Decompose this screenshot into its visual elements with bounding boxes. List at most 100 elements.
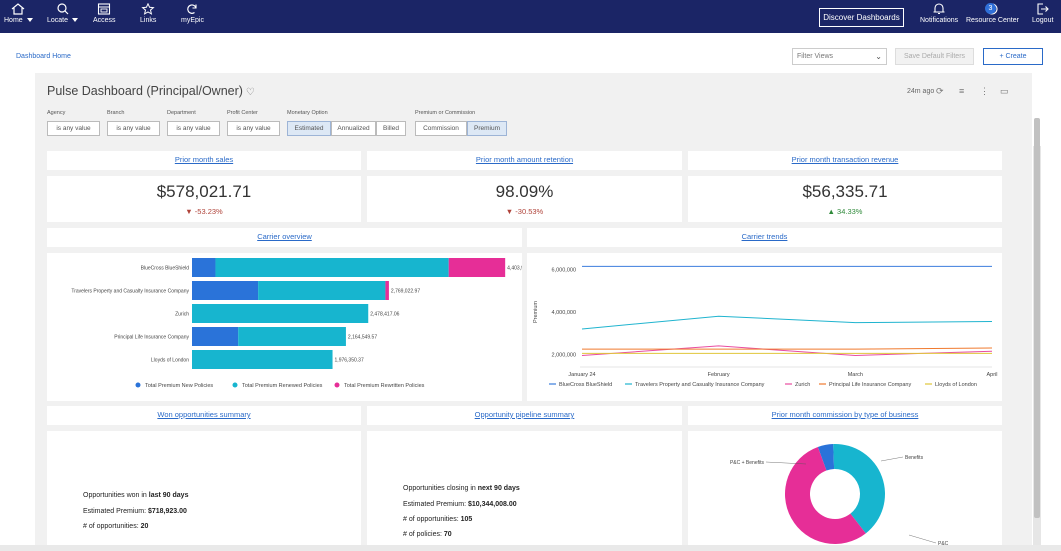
monetary-billed-toggle[interactable]: Billed — [376, 121, 406, 136]
pipeline-policies-label: # of policies: — [403, 531, 444, 538]
nav-home[interactable]: Home — [4, 3, 33, 24]
dashboard-title-text: Pulse Dashboard (Principal/Owner) — [47, 84, 243, 98]
nav-myepic[interactable]: myEpic — [181, 3, 204, 24]
bar-segment — [238, 327, 346, 346]
folder-icon[interactable]: ▭ — [1000, 86, 1009, 96]
bar-category-label: Principal Life Insurance Company — [114, 335, 189, 341]
dashboard-title: Pulse Dashboard (Principal/Owner) ♡ — [47, 84, 255, 98]
pipeline-count-label: # of opportunities: — [403, 516, 461, 523]
kpi-retention-title[interactable]: Prior month amount retention — [475, 155, 574, 164]
bell-icon — [933, 3, 945, 15]
nav-myepic-label: myEpic — [181, 17, 204, 24]
kpi-sales-header: Prior month sales — [47, 151, 361, 170]
slice-leader-line — [765, 461, 807, 465]
nav-home-label: Home — [4, 17, 23, 24]
x-tick-label: April — [986, 372, 997, 378]
premium-toggle[interactable]: Premium — [467, 121, 507, 136]
nav-links-label: Links — [140, 17, 157, 24]
heart-icon[interactable]: ♡ — [245, 87, 255, 98]
filter-views-select[interactable]: Filter Views ⌄ — [792, 48, 887, 65]
carrier-trends-header: Carrier trends — [527, 228, 1002, 247]
pipeline-period-line: Opportunities closing in next 90 days — [403, 485, 520, 492]
pipeline-count-line: # of opportunities: 105 — [403, 516, 472, 523]
bottom-strip — [0, 545, 1061, 551]
nav-locate-label: Locate — [47, 17, 69, 24]
won-summary-title[interactable]: Won opportunities summary — [157, 410, 251, 419]
bar-segment — [192, 327, 239, 346]
pipeline-premium-value: $10,344,008.00 — [467, 501, 517, 508]
slice-label: P&C + Benefits — [730, 460, 765, 466]
filter-agency-label: Agency — [47, 110, 66, 116]
legend-marker — [334, 382, 340, 388]
pipeline-period-prefix: Opportunities closing in — [403, 485, 478, 492]
x-tick-label: February — [708, 372, 730, 378]
x-tick-label: January 24 — [568, 372, 595, 378]
won-summary-header: Won opportunities summary — [47, 406, 361, 425]
carrier-trends-title[interactable]: Carrier trends — [741, 232, 788, 241]
nav-links[interactable]: Links — [140, 3, 156, 24]
nav-access[interactable]: Access — [93, 3, 116, 24]
kpi-revenue-header: Prior month transaction revenue — [688, 151, 1002, 170]
bar-segment — [258, 281, 386, 300]
legend-label: Travelers Property and Casualty Insuranc… — [635, 382, 765, 388]
more-options-icon[interactable]: ⋮ — [980, 86, 989, 96]
kpi-revenue-card: $56,335.71 ▲ 34.33% — [688, 176, 1002, 222]
legend-label: Zurich — [795, 382, 810, 388]
scrollbar-thumb[interactable] — [1034, 118, 1040, 518]
bar-segment — [215, 258, 449, 277]
discover-dashboards-button[interactable]: Discover Dashboards — [819, 8, 904, 27]
y-tick-label: 2,000,000 — [552, 352, 576, 358]
nav-logout[interactable]: Logout — [1032, 3, 1053, 24]
refresh-icon[interactable]: ⟳ — [936, 86, 944, 96]
kpi-retention-value: 98.09% — [495, 182, 554, 201]
donut-slice — [785, 447, 866, 544]
monetary-annualized-toggle[interactable]: Annualized — [331, 121, 376, 136]
page-body: Dashboard Home Filter Views ⌄ Save Defau… — [0, 33, 1061, 551]
kpi-revenue-value: $56,335.71 — [802, 182, 888, 201]
commission-toggle[interactable]: Commission — [415, 121, 467, 136]
nav-notifications[interactable]: Notifications — [920, 3, 958, 24]
nav-resource-center[interactable]: ? 3 Resource Center — [966, 3, 1019, 24]
pipeline-policies-line: # of policies: 70 — [403, 531, 452, 538]
filter-branch-input[interactable]: is any value — [107, 121, 160, 136]
carrier-overview-title[interactable]: Carrier overview — [257, 232, 312, 241]
nav-locate[interactable]: Locate — [47, 3, 79, 24]
kpi-revenue-title[interactable]: Prior month transaction revenue — [791, 155, 899, 164]
save-default-filters-button[interactable]: Save Default Filters — [895, 48, 974, 65]
pipeline-count-value: 105 — [460, 516, 473, 523]
bar-total-label: 4,403,987.92 — [507, 266, 522, 272]
access-icon — [98, 3, 111, 15]
legend-marker — [135, 382, 141, 388]
pipeline-summary-header: Opportunity pipeline summary — [367, 406, 682, 425]
filter-agency-input[interactable]: is any value — [47, 121, 100, 136]
legend-label: Total Premium Rewritten Policies — [344, 383, 425, 389]
filter-icon[interactable]: ≡ — [959, 86, 965, 96]
series-line — [581, 345, 993, 356]
create-button[interactable]: + Create — [983, 48, 1043, 65]
x-tick-label: March — [848, 372, 863, 378]
bar-total-label: 2,478,417.06 — [370, 312, 399, 318]
bar-segment — [385, 281, 389, 300]
pipeline-summary-card: Opportunities closing in next 90 days Es… — [367, 431, 682, 551]
series-line — [582, 347, 993, 350]
filter-department-label: Department — [167, 110, 196, 116]
y-axis-label: Premium — [533, 301, 539, 323]
breadcrumb[interactable]: Dashboard Home — [16, 53, 71, 60]
legend-label: Total Premium Renewed Policies — [242, 383, 323, 389]
pipeline-premium-line: Estimated Premium: $10,344,008.00 — [403, 501, 517, 508]
bar-segment — [192, 258, 216, 277]
bar-segment — [448, 258, 506, 277]
filter-department-input[interactable]: is any value — [167, 121, 220, 136]
commission-type-title[interactable]: Prior month commission by type of busine… — [771, 410, 919, 419]
bar-segment — [192, 281, 259, 300]
commission-type-header: Prior month commission by type of busine… — [688, 406, 1002, 425]
commission-type-card: P&C P&C + Benefits Benefits — [688, 431, 1002, 551]
dashboard-panel: Pulse Dashboard (Principal/Owner) ♡ 24m a… — [35, 73, 1032, 551]
filter-profit-center-input[interactable]: is any value — [227, 121, 280, 136]
kpi-sales-title[interactable]: Prior month sales — [174, 155, 234, 164]
pipeline-summary-title[interactable]: Opportunity pipeline summary — [474, 410, 575, 419]
monetary-estimated-toggle[interactable]: Estimated — [287, 121, 331, 136]
bar-segment — [192, 304, 369, 323]
carrier-overview-chart: BlueCross BlueShield 4,403,987.92 Traveler… — [71, 258, 537, 389]
filter-profit-center-label: Profit Center — [227, 110, 258, 116]
